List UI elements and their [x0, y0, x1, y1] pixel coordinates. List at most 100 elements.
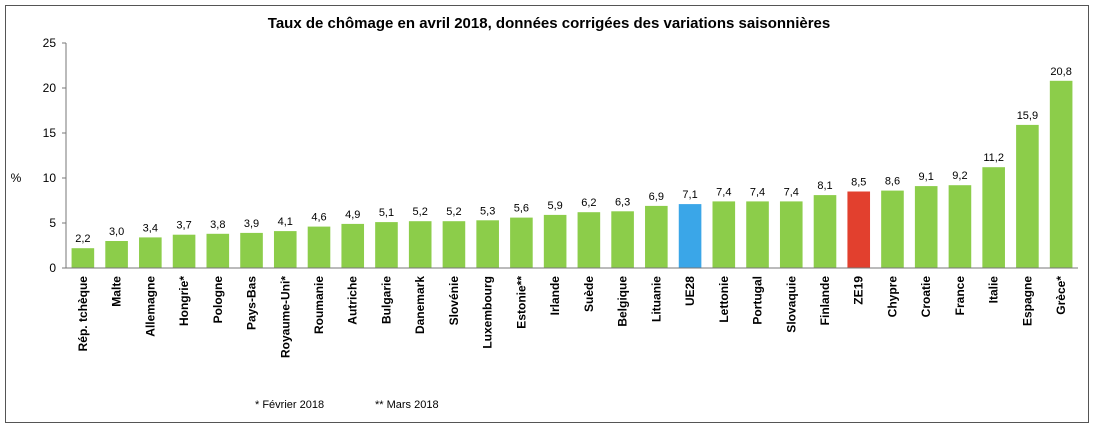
data-label: 4,1: [278, 216, 293, 228]
y-tick-label: 15: [43, 126, 57, 140]
x-tick-label: Pays-Bas: [245, 276, 259, 330]
data-label: 5,9: [547, 200, 562, 212]
x-tick-label: Belgique: [616, 276, 630, 327]
data-label: 3,7: [176, 220, 191, 232]
x-tick-label: Lettonie: [717, 276, 731, 323]
data-label: 7,4: [716, 186, 731, 198]
data-label: 8,1: [817, 180, 832, 192]
bar: [476, 220, 499, 268]
x-tick-label: Chypre: [885, 276, 899, 318]
bars-group: [71, 80, 1073, 269]
bar: [71, 248, 95, 268]
data-label: 6,2: [581, 197, 596, 209]
x-tick-label: Rép. tchèque: [76, 276, 90, 352]
bar: [1049, 80, 1073, 268]
data-label: 15,9: [1017, 110, 1038, 122]
data-label: 9,2: [952, 170, 967, 182]
footnotes: * Février 2018 ** Mars 2018: [255, 399, 439, 411]
bar: [543, 214, 567, 268]
bar: [341, 223, 365, 268]
y-axis: 0 5 10 15 20 25: [43, 36, 67, 275]
bar: [746, 201, 769, 268]
x-tick-label: UE28: [683, 276, 697, 306]
data-label: 9,1: [919, 171, 934, 183]
data-label: 3,4: [143, 222, 158, 234]
bar: [240, 232, 263, 268]
x-tick-label: Slovaquie: [784, 276, 798, 333]
data-label: 7,1: [682, 189, 697, 201]
value-labels-group: 2,2 3,0 3,4 3,7 3,8 3,9 4,1 4,6 4,9 5,1 5,2 5,2 5,3 5…: [75, 66, 1072, 245]
bar: [678, 204, 702, 268]
bar: [577, 212, 601, 268]
data-label: 7,4: [784, 186, 799, 198]
x-tick-label: Estonie**: [514, 276, 528, 329]
bar: [273, 231, 297, 268]
x-tick-label: Lituanie: [649, 276, 663, 322]
data-label: 5,3: [480, 205, 495, 217]
bar: [779, 201, 803, 268]
x-tick-label: Finlande: [818, 276, 832, 326]
x-tick-label: Royaume-Uni*: [278, 276, 292, 358]
data-label: 5,2: [413, 206, 428, 218]
bar: [307, 226, 331, 268]
bar: [442, 221, 466, 268]
data-label: 8,6: [885, 176, 900, 188]
x-tick-label: Roumanie: [312, 276, 326, 334]
x-tick-label: Portugal: [751, 276, 765, 325]
data-label: 5,1: [379, 207, 394, 219]
x-tick-label: Espagne: [1020, 276, 1034, 326]
bar: [813, 195, 837, 268]
data-label: 8,5: [851, 177, 866, 189]
y-tick-label: 25: [43, 36, 57, 50]
x-tick-label: Croatie: [919, 276, 933, 318]
data-label: 2,2: [75, 233, 90, 245]
x-tick-label: Danemark: [413, 276, 427, 334]
x-tick-label: Irlande: [548, 276, 562, 316]
data-label: 3,8: [210, 219, 225, 231]
bar: [105, 241, 128, 268]
data-label: 5,6: [514, 203, 529, 215]
data-label: 4,9: [345, 209, 360, 221]
bar: [172, 234, 196, 268]
footnote-mars: ** Mars 2018: [375, 399, 439, 411]
x-tick-label: Hongrie*: [177, 276, 191, 326]
bar: [914, 186, 938, 268]
chart-title: Taux de chômage en avril 2018, données c…: [268, 15, 830, 32]
x-tick-label: France: [953, 276, 967, 316]
x-tick-label: Malte: [110, 276, 124, 307]
y-axis-unit-label: %: [11, 171, 22, 185]
data-label: 11,2: [983, 152, 1004, 164]
footnote-fevrier: * Février 2018: [255, 399, 324, 411]
x-tick-label: Italie: [987, 276, 1001, 304]
y-tick-label: 0: [49, 261, 56, 275]
x-tick-label: ZE19: [852, 276, 866, 305]
x-tick-label: Grèce*: [1054, 276, 1068, 315]
data-label: 5,2: [446, 206, 461, 218]
bar: [982, 167, 1005, 268]
x-tick-label: Pologne: [211, 276, 225, 324]
y-tick-label: 5: [49, 216, 56, 230]
x-tick-label: Slovénie: [447, 276, 461, 326]
bar: [611, 211, 634, 268]
bar: [510, 217, 533, 268]
bar: [1016, 124, 1039, 269]
data-label: 3,9: [244, 218, 259, 230]
bar: [645, 205, 668, 268]
bar: [712, 201, 736, 268]
data-label: 7,4: [750, 186, 765, 198]
chart-frame: [5, 5, 1089, 423]
x-tick-label: Luxembourg: [481, 276, 495, 349]
data-label: 6,9: [649, 191, 664, 203]
x-tick-label: Suède: [582, 276, 596, 312]
bar: [375, 222, 398, 268]
data-label: 4,6: [311, 212, 326, 224]
x-axis: Rép. tchèque Malte Allemagne Hongrie* Pologn…: [66, 267, 1078, 358]
data-label: 20,8: [1050, 66, 1071, 78]
bar: [847, 191, 871, 268]
x-tick-label: Bulgarie: [379, 276, 393, 324]
y-tick-label: 10: [43, 171, 57, 185]
x-tick-label: Allemagne: [143, 276, 157, 337]
data-label: 6,3: [615, 196, 630, 208]
bar: [139, 237, 162, 268]
